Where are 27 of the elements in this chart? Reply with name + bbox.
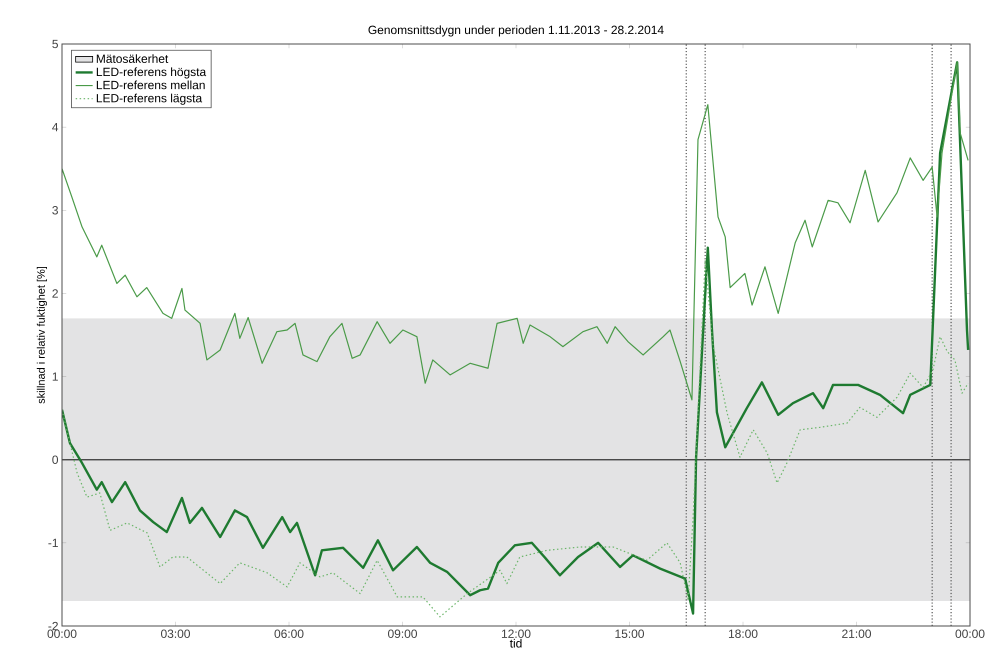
y-tick-label: 5 — [52, 40, 58, 48]
y-tick-label: 3 — [52, 206, 58, 215]
x-tick-label: 06:00 — [274, 630, 304, 638]
line-series — [62, 62, 969, 400]
y-tick-label: -1 — [48, 538, 58, 547]
x-tick-label: 21:00 — [842, 630, 871, 638]
x-tick-label: 00:00 — [48, 630, 76, 638]
x-tick-label: 03:00 — [161, 630, 190, 638]
line-series — [62, 260, 969, 618]
x-tick-label: 15:00 — [615, 630, 644, 638]
x-tick-label: 09:00 — [388, 630, 417, 638]
x-tick-label: 18:00 — [728, 630, 758, 638]
legend-label: LED-referens högsta — [96, 67, 206, 78]
y-tick-label: 2 — [52, 289, 58, 298]
line-series — [62, 61, 970, 615]
chart-title: Genomsnittsdygn under perioden 1.11.2013 - 28.2.2014 — [368, 25, 664, 37]
legend-label: LED-referens lägsta — [96, 94, 202, 105]
legend-label: LED-referens mellan — [96, 80, 205, 90]
y-axis-title: skillnad i relativ fuktighet [%] — [36, 266, 47, 404]
y-tick-label: 4 — [52, 123, 58, 132]
y-tick-label: 0 — [52, 455, 58, 464]
x-tick-label: 00:00 — [956, 630, 985, 638]
x-axis-title: tid — [510, 638, 522, 648]
legend-label: Mätosäkerhet — [96, 54, 168, 63]
y-tick-label: -2 — [48, 622, 58, 630]
y-tick-label: 1 — [52, 372, 58, 381]
x-tick-label: 12:00 — [502, 630, 530, 638]
